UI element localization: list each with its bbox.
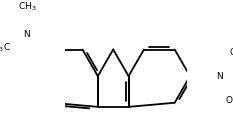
Text: H$_3$C: H$_3$C	[0, 42, 11, 54]
Text: O$^-$: O$^-$	[225, 94, 233, 105]
Text: CH$_3$: CH$_3$	[18, 0, 36, 13]
Text: N: N	[23, 30, 30, 39]
Text: N: N	[216, 72, 223, 81]
Text: O: O	[230, 48, 233, 57]
